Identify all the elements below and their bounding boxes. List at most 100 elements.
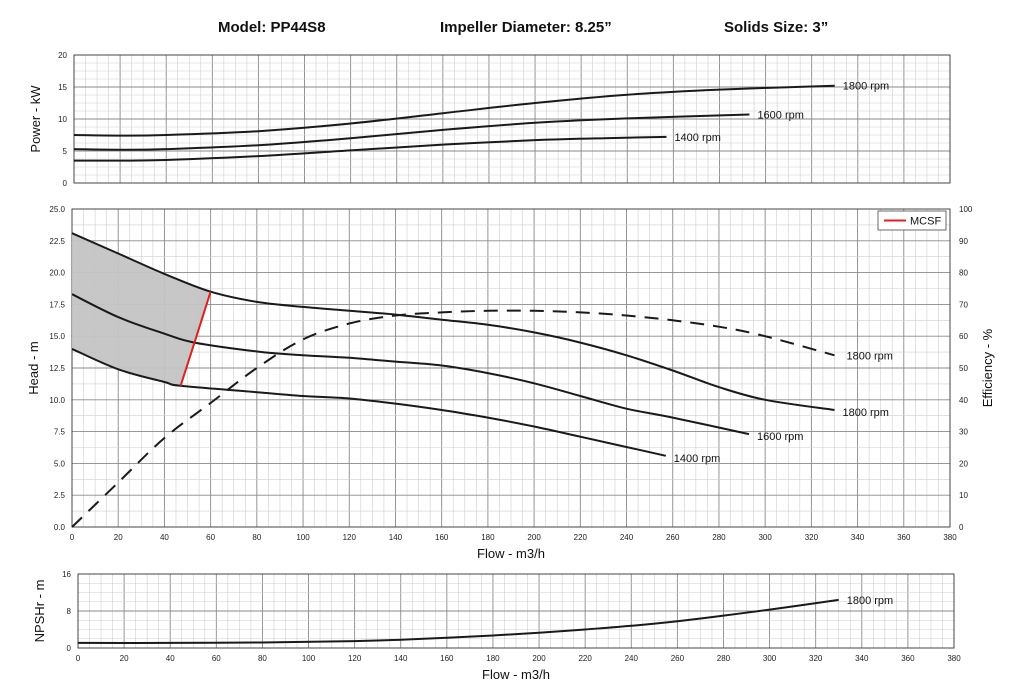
x-tick-label: 80 <box>258 654 267 663</box>
x-tick-label: 80 <box>252 533 261 542</box>
curve-label: 1600 rpm <box>757 110 803 122</box>
x-tick-label: 360 <box>901 654 915 663</box>
x-tick-label: 260 <box>666 533 680 542</box>
x-tick-label: 320 <box>805 533 819 542</box>
y-tick-label: 0.0 <box>54 523 66 532</box>
curve-label: 1800 rpm <box>843 81 889 93</box>
y-axis-label: Power - kW <box>28 85 43 153</box>
curve-label: 1800 rpm <box>847 595 893 607</box>
x-tick-label: 280 <box>717 654 731 663</box>
x-tick-label: 380 <box>943 533 957 542</box>
y2-tick-label: 0 <box>959 523 964 532</box>
efficiency-curve <box>71 309 835 528</box>
x-tick-label: 20 <box>114 533 123 542</box>
curve-label: 1400 rpm <box>674 453 720 465</box>
power-plot-frame <box>73 54 951 184</box>
npshr-plot-frame <box>77 573 955 649</box>
x-tick-label: 300 <box>763 654 777 663</box>
y-tick-label: 10.0 <box>49 396 65 405</box>
y-tick-label: 2.5 <box>54 491 66 500</box>
y2-tick-label: 40 <box>959 396 968 405</box>
y2-tick-label: 80 <box>959 269 968 278</box>
curve-1800-rpm <box>73 84 835 137</box>
y-tick-label: 22.5 <box>49 237 65 246</box>
mcsf-line <box>179 291 212 387</box>
x-tick-label: 60 <box>206 533 215 542</box>
y-axis-label: Head - m <box>26 341 41 394</box>
y-tick-label: 10 <box>58 115 67 124</box>
x-tick-label: 260 <box>671 654 685 663</box>
curve-label: 1400 rpm <box>674 132 720 144</box>
x-tick-label: 140 <box>389 533 403 542</box>
curve-1600-rpm <box>71 293 750 436</box>
head-plot-frame <box>71 208 951 528</box>
x-tick-label: 300 <box>758 533 772 542</box>
y-tick-label: 15.0 <box>49 332 65 341</box>
curve-1400-rpm <box>71 347 667 457</box>
x-tick-label: 340 <box>851 533 865 542</box>
x-tick-label: 320 <box>809 654 823 663</box>
curve-label: 1800 rpm <box>842 407 888 419</box>
model-title: Model: PP44S8 <box>218 19 326 36</box>
x-tick-label: 120 <box>348 654 362 663</box>
x-tick-label: 240 <box>620 533 634 542</box>
x-tick-label: 60 <box>212 654 221 663</box>
y-tick-label: 12.5 <box>49 364 65 373</box>
operating-region-shade <box>72 233 211 386</box>
y-tick-label: 17.5 <box>49 300 65 309</box>
y2-axis-label: Efficiency - % <box>980 328 995 407</box>
x-axis-label: Flow - m3/h <box>482 667 550 682</box>
x-tick-label: 100 <box>302 654 316 663</box>
head-grid <box>71 208 951 528</box>
curve-label: 1600 rpm <box>757 431 803 443</box>
curve-1800-rpm <box>77 598 839 644</box>
x-tick-label: 220 <box>578 654 592 663</box>
y-tick-label: 16 <box>62 570 71 579</box>
x-tick-label: 120 <box>343 533 357 542</box>
y-tick-label: 25.0 <box>49 205 65 214</box>
x-tick-label: 200 <box>532 654 546 663</box>
y-tick-label: 0 <box>63 179 68 188</box>
curve-1400-rpm <box>73 135 667 162</box>
power-grid <box>73 54 951 184</box>
y-axis-label: NPSHr - m <box>32 580 47 643</box>
x-tick-label: 100 <box>296 533 310 542</box>
x-tick-label: 380 <box>947 654 961 663</box>
impeller-diameter-title: Impeller Diameter: 8.25” <box>440 19 612 36</box>
legend: MCSF <box>877 210 947 231</box>
y-tick-label: 5.0 <box>54 459 66 468</box>
efficiency-curve-label: 1800 rpm <box>846 350 892 362</box>
x-tick-label: 200 <box>527 533 541 542</box>
y-tick-label: 7.5 <box>54 428 66 437</box>
x-tick-label: 180 <box>486 654 500 663</box>
x-tick-label: 40 <box>166 654 175 663</box>
x-axis-label: Flow - m3/h <box>477 546 545 561</box>
y2-tick-label: 10 <box>959 491 968 500</box>
y2-tick-label: 100 <box>959 205 973 214</box>
x-tick-label: 360 <box>897 533 911 542</box>
x-tick-label: 220 <box>574 533 588 542</box>
x-tick-label: 240 <box>625 654 639 663</box>
head-efficiency-chart: 0.0 2.5 5.0 7.5 10.0 12.5 15.0 17.5 20.0 22.5 25.0… <box>26 205 995 561</box>
x-tick-label: 0 <box>76 654 81 663</box>
y-tick-label: 5 <box>63 147 68 156</box>
y2-tick-label: 70 <box>959 300 968 309</box>
y2-tick-label: 60 <box>959 332 968 341</box>
x-tick-label: 20 <box>120 654 129 663</box>
x-tick-label: 0 <box>70 533 75 542</box>
curve-1600-rpm <box>73 113 750 151</box>
x-tick-label: 40 <box>160 533 169 542</box>
x-tick-label: 160 <box>440 654 454 663</box>
y2-tick-label: 20 <box>959 459 968 468</box>
solids-size-title: Solids Size: 3” <box>724 19 828 36</box>
y2-tick-label: 90 <box>959 237 968 246</box>
y2-tick-label: 50 <box>959 364 968 373</box>
x-tick-label: 180 <box>481 533 495 542</box>
curve-1800-rpm <box>71 232 835 411</box>
power-chart: 0 5 10 15 20 Power - kW 1800 rpm 1600 rpm 1400 r… <box>28 51 951 188</box>
x-tick-label: 160 <box>435 533 449 542</box>
legend-box <box>877 210 947 231</box>
y-tick-label: 8 <box>67 607 72 616</box>
